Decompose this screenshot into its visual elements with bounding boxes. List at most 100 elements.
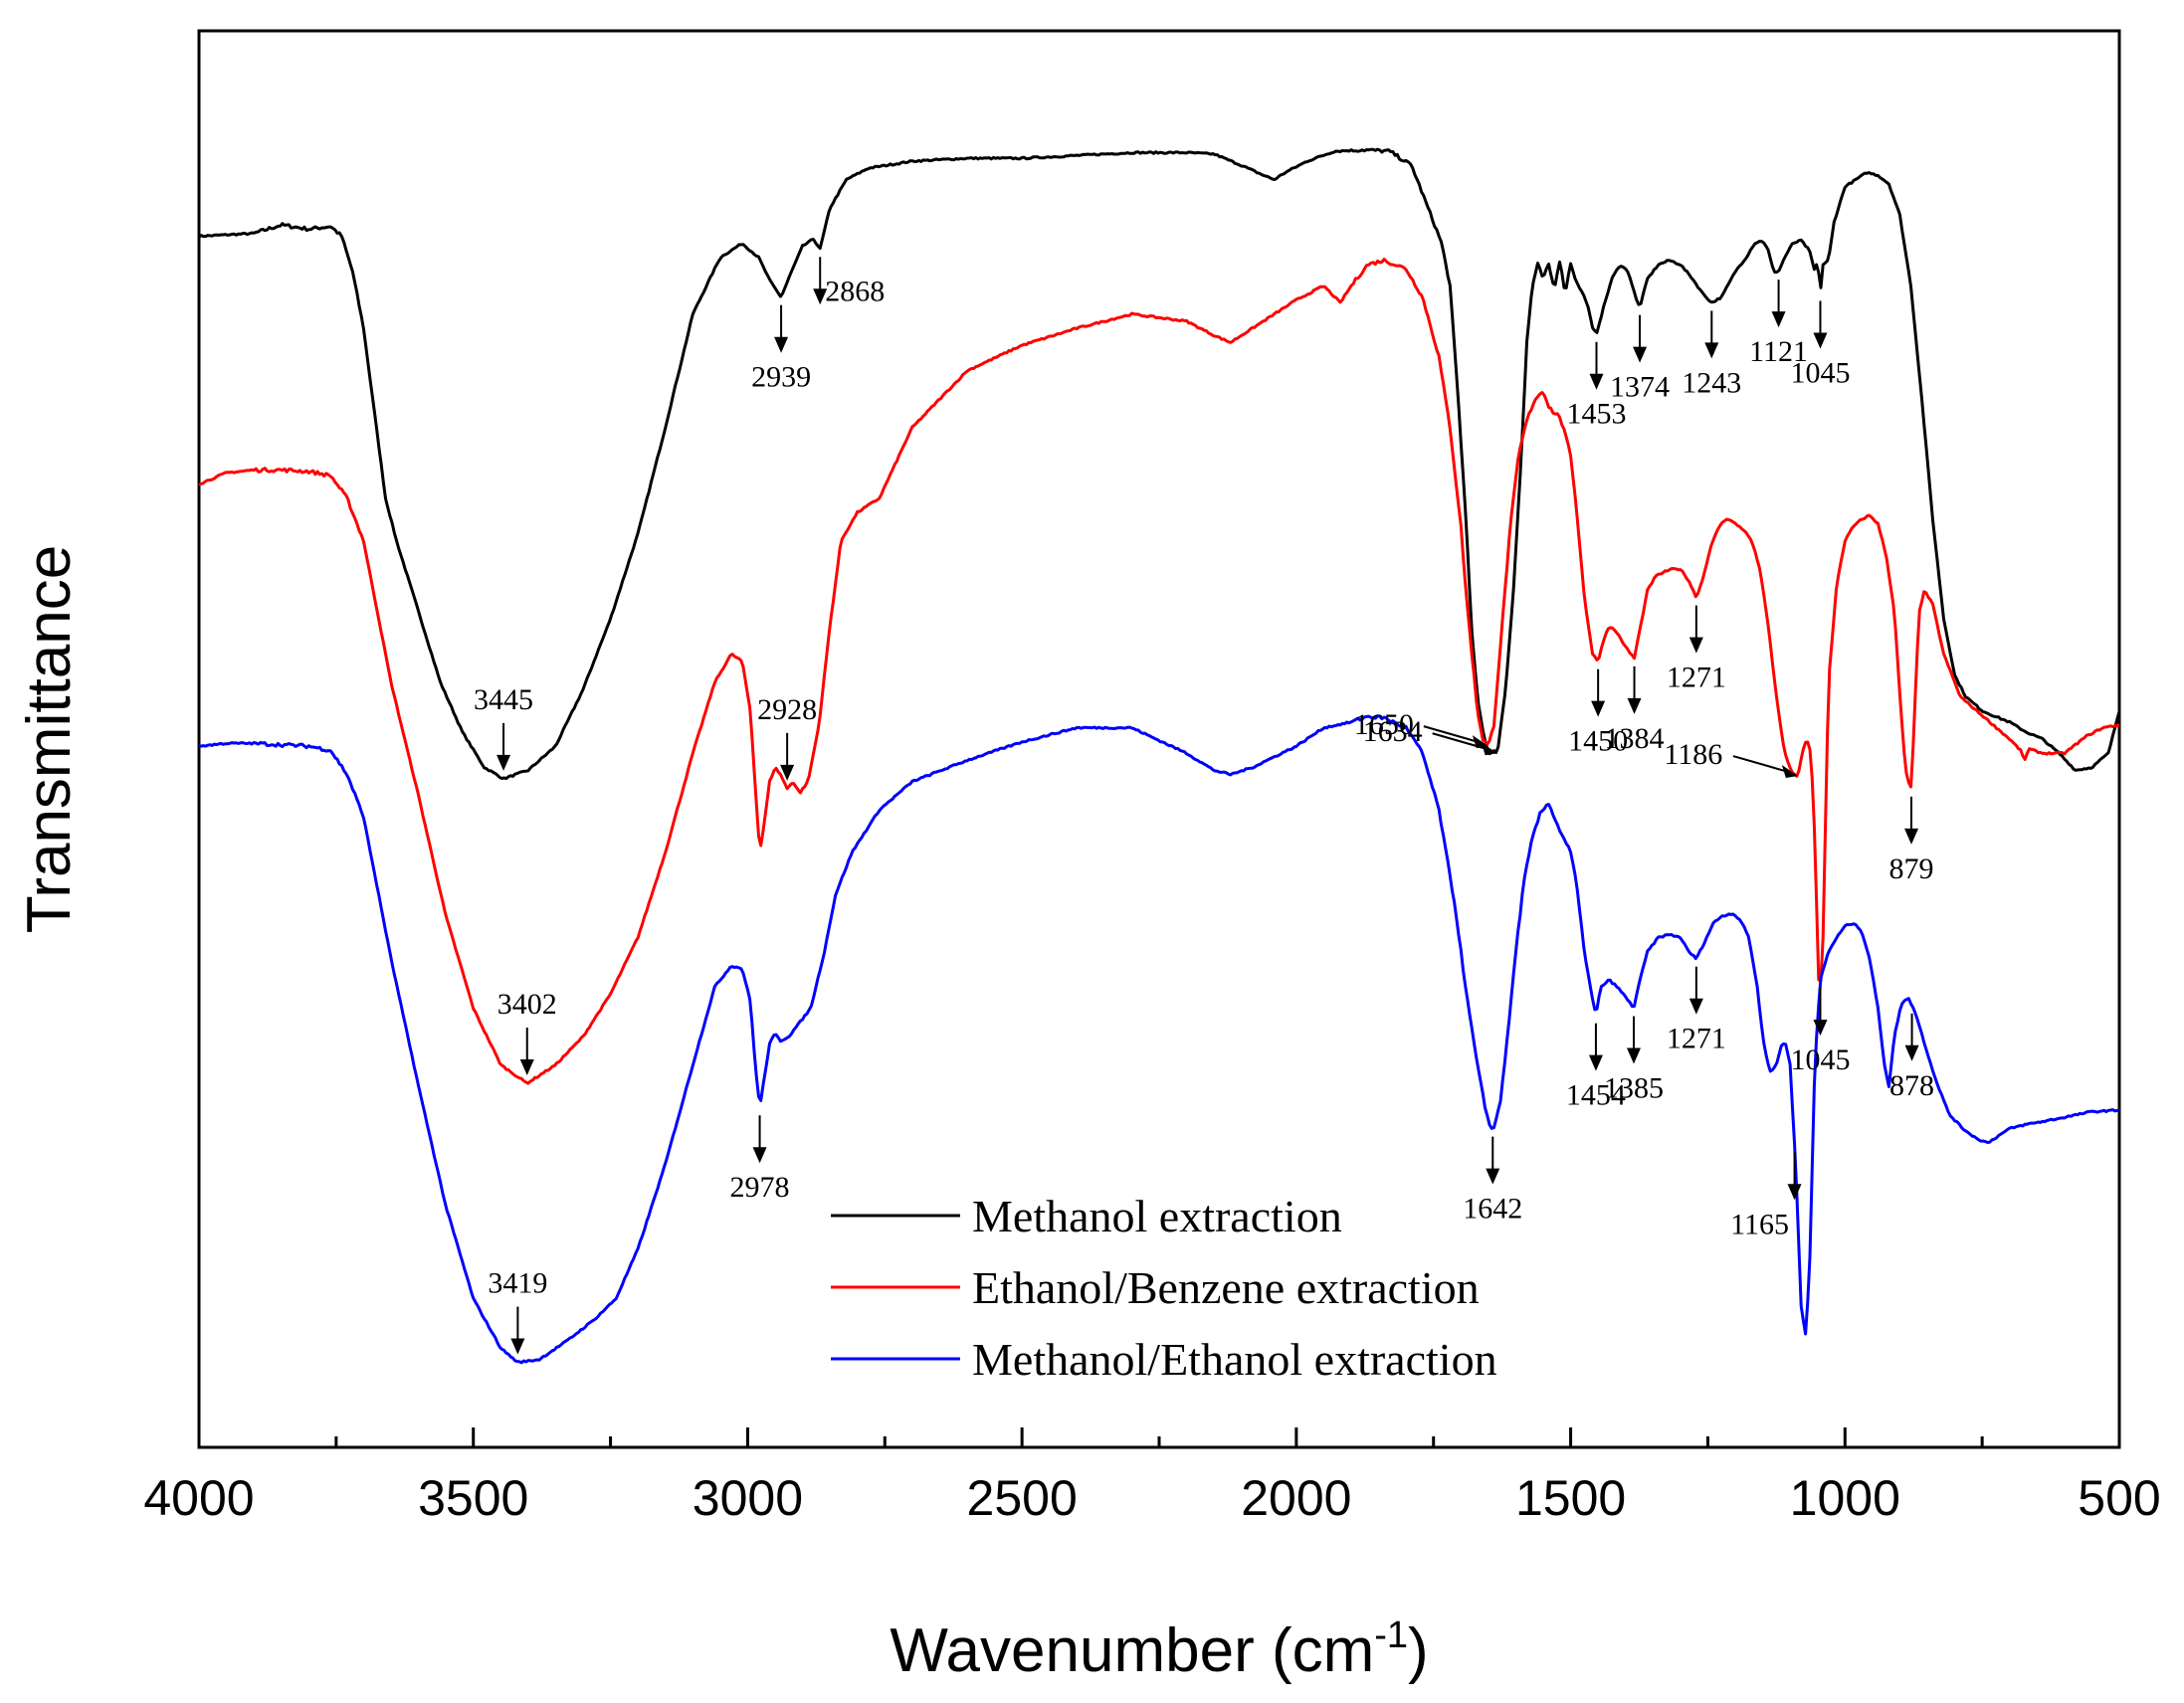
x-tick-label: 3500 — [418, 1470, 528, 1526]
peak-label: 1642 — [1463, 1193, 1522, 1226]
peak-annotation: 1271 — [1667, 605, 1726, 694]
peak-label: 2928 — [757, 693, 817, 726]
arrow-shaft — [1732, 755, 1793, 774]
arrow-head — [1781, 765, 1798, 779]
arrow-shaft — [1423, 725, 1484, 745]
arrow-head — [1771, 311, 1786, 328]
series-line-2 — [198, 258, 2120, 1085]
peak-annotation: 3419 — [488, 1267, 547, 1355]
arrow-head — [1904, 1044, 1919, 1061]
x-tick-label: 1000 — [1790, 1470, 1900, 1526]
peak-label: 1186 — [1664, 738, 1722, 771]
peak-annotation: 1642 — [1463, 1136, 1522, 1226]
peak-label: 2868 — [825, 275, 885, 307]
peak-label: 878 — [1889, 1069, 1934, 1102]
x-tick-label: 2000 — [1241, 1470, 1351, 1526]
arrow-head — [1633, 346, 1648, 363]
arrow-head — [780, 764, 795, 781]
legend-label: Methanol extraction — [972, 1191, 1342, 1241]
peak-label: 3419 — [488, 1267, 547, 1300]
arrow-head — [496, 754, 511, 771]
peak-label: 3445 — [474, 683, 533, 716]
peak-label: 1243 — [1682, 366, 1741, 399]
peak-annotation: 1165 — [1730, 1152, 1802, 1240]
peak-label: 1385 — [1604, 1072, 1664, 1105]
peak-annotation: 1186 — [1664, 738, 1798, 779]
peak-label: 1121 — [1749, 335, 1808, 368]
peak-annotation: 2868 — [813, 257, 885, 307]
arrow-head — [1688, 637, 1703, 654]
peak-annotation: 3402 — [497, 988, 557, 1076]
peak-annotation: 1450 — [1568, 668, 1628, 758]
peak-label: 1384 — [1605, 722, 1665, 755]
peak-label: 3402 — [497, 988, 557, 1021]
peak-label: 1045 — [1790, 1043, 1850, 1076]
x-axis-label: Wavenumber (cm-1) — [890, 1614, 1428, 1685]
x-tick-label: 1500 — [1515, 1470, 1626, 1526]
peak-annotation: 2928 — [757, 693, 817, 781]
legend-label: Ethanol/Benzene extraction — [972, 1262, 1480, 1313]
peak-annotation: 879 — [1889, 796, 1934, 885]
peak-label: 1045 — [1790, 356, 1850, 389]
peak-label: 1271 — [1667, 1023, 1726, 1055]
arrow-head — [1591, 700, 1606, 717]
peak-label: 1453 — [1566, 398, 1626, 431]
series-line-1 — [198, 147, 2121, 781]
arrow-head — [1813, 332, 1828, 349]
x-tick-label: 4000 — [143, 1470, 254, 1526]
arrow-head — [1588, 1054, 1603, 1071]
arrow-head — [1904, 828, 1919, 845]
arrow-shaft — [1432, 732, 1491, 752]
peak-annotation: 2939 — [751, 304, 811, 394]
x-tick-label: 500 — [2078, 1470, 2160, 1526]
peak-annotation: 1454 — [1566, 1023, 1626, 1112]
peak-label: 1650 — [1354, 708, 1414, 741]
peak-annotation: 878 — [1889, 1013, 1934, 1102]
arrow-head — [1626, 1047, 1641, 1064]
arrow-head — [813, 288, 828, 305]
arrow-head — [774, 336, 789, 353]
legend-label: Methanol/Ethanol extraction — [972, 1334, 1497, 1385]
peak-label: 2978 — [730, 1171, 790, 1204]
peak-annotation: 1374 — [1610, 314, 1670, 404]
peak-annotation: 1385 — [1604, 1016, 1664, 1105]
peak-annotation: 1045 — [1790, 300, 1850, 389]
peak-annotation: 3445 — [474, 683, 533, 771]
peak-label: 1165 — [1730, 1208, 1789, 1240]
arrow-head — [1688, 998, 1703, 1015]
series-line-3 — [198, 714, 2120, 1365]
series-layer — [198, 147, 2121, 1365]
peak-label: 2939 — [751, 361, 811, 394]
legend: Methanol extraction Ethanol/Benzene extra… — [831, 1191, 1497, 1385]
peak-annotation: 1650 — [1354, 708, 1489, 749]
peak-annotation: 1121 — [1749, 280, 1808, 368]
x-tick-label: 3000 — [693, 1470, 803, 1526]
x-axis-ticks: 4000 3500 3000 2500 2000 1500 1000 500 — [143, 1427, 2161, 1526]
peak-label: 879 — [1889, 852, 1934, 885]
arrow-head — [1704, 342, 1719, 359]
arrow-head — [1486, 1168, 1500, 1185]
arrow-head — [510, 1338, 525, 1355]
x-tick-label: 2500 — [967, 1470, 1078, 1526]
arrow-head — [1813, 1020, 1828, 1037]
peak-label: 1450 — [1568, 725, 1628, 758]
arrow-head — [519, 1059, 534, 1076]
arrow-head — [1472, 735, 1489, 749]
peak-label: 1454 — [1566, 1079, 1626, 1112]
peak-annotation: 1243 — [1682, 310, 1741, 399]
y-axis-label: Transmittance — [15, 545, 84, 934]
arrow-head — [1627, 697, 1642, 714]
peak-annotation: 1453 — [1566, 341, 1626, 431]
arrow-head — [1787, 1184, 1802, 1201]
peak-annotation: 1271 — [1667, 966, 1726, 1055]
peak-annotation: 1045 — [1790, 988, 1850, 1076]
peak-label: 1374 — [1610, 371, 1670, 404]
peak-label: 1634 — [1363, 715, 1423, 748]
arrow-head — [1589, 373, 1604, 390]
arrow-head — [752, 1147, 767, 1164]
peak-annotation: 1384 — [1605, 665, 1665, 755]
peak-annotation: 2978 — [730, 1115, 790, 1204]
peak-label: 1271 — [1667, 662, 1726, 694]
